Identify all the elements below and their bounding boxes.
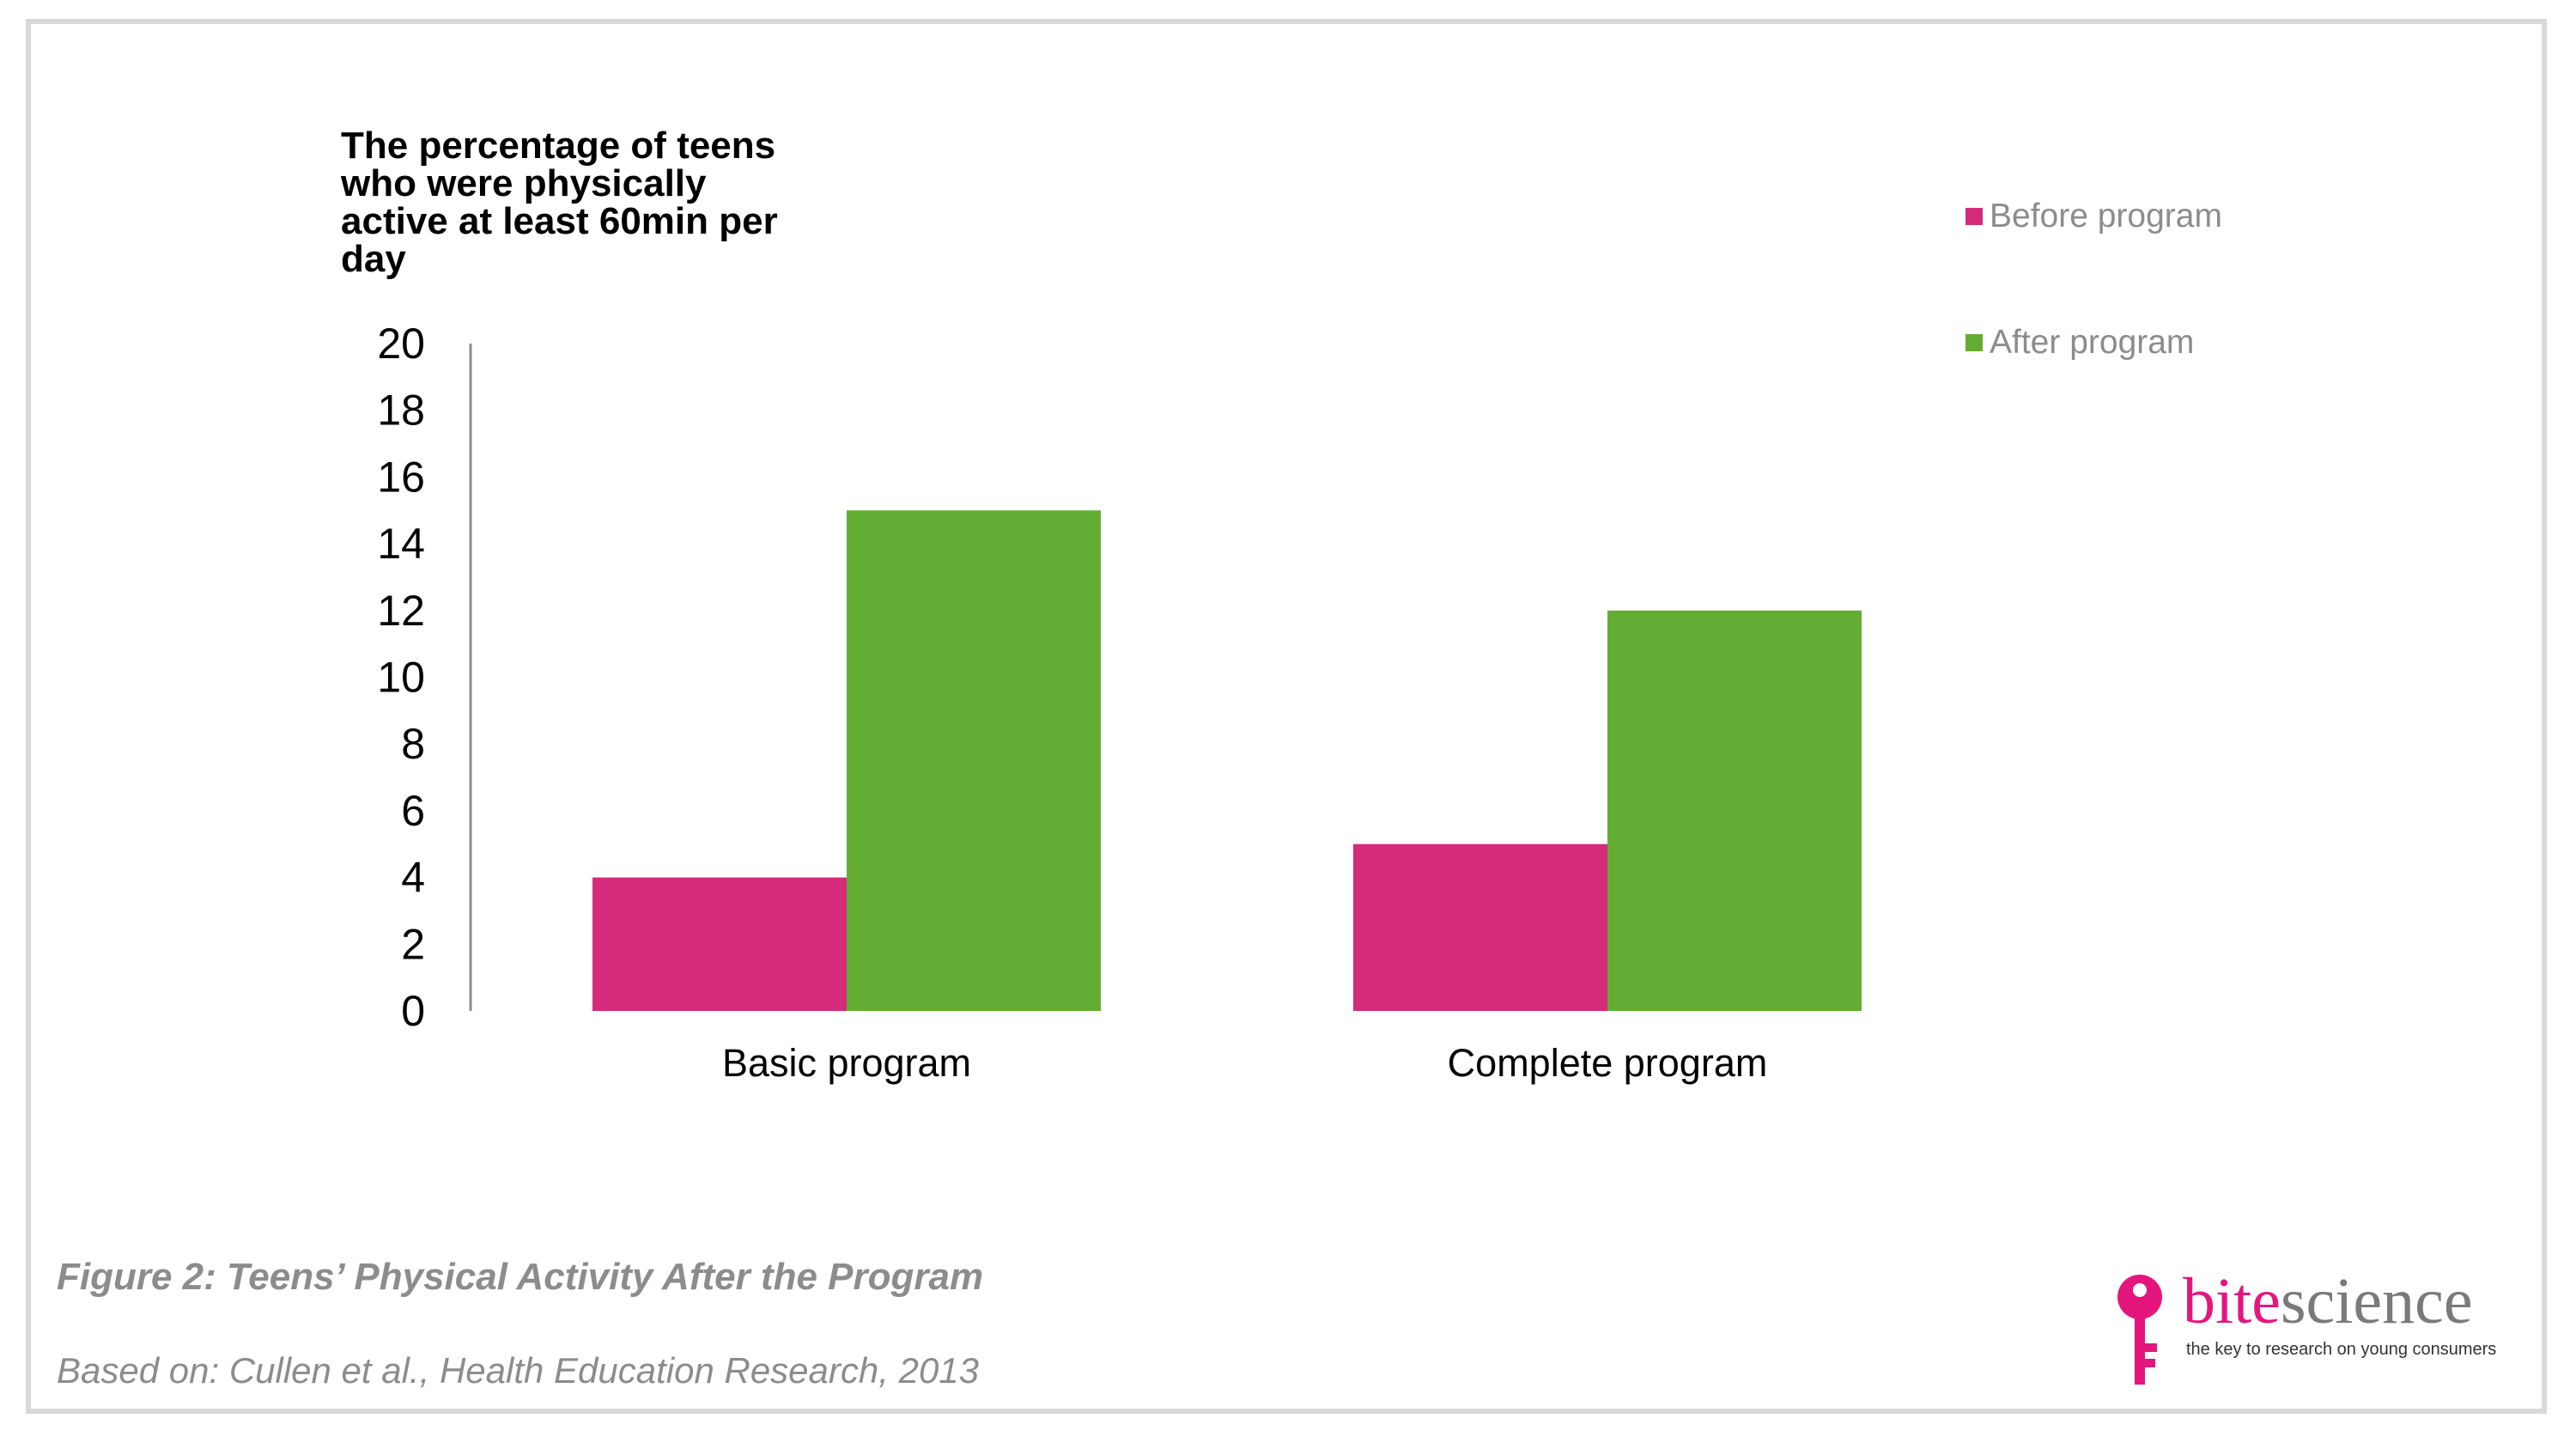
y-tick-label: 18 xyxy=(377,387,425,435)
bar-before-2 xyxy=(1353,843,1607,1011)
y-axis-label: The percentage of teens who were physica… xyxy=(341,125,778,280)
y-tick-label: 16 xyxy=(377,453,425,501)
logo-wordmark-bite: bite xyxy=(2183,1265,2281,1337)
legend-label-after: After program xyxy=(1990,324,2195,361)
figure-frame xyxy=(26,19,2547,1414)
bar-before-1 xyxy=(592,877,847,1011)
logo-wordmark-science: science xyxy=(2280,1265,2473,1337)
figure-caption: Figure 2: Teens’ Physical Activity After… xyxy=(57,1256,984,1298)
x-category-label: Basic program xyxy=(722,1041,971,1085)
key-icon xyxy=(2117,1275,2162,1385)
y-tick-label: 14 xyxy=(377,520,425,568)
logo-tagline: the key to research on young consumers xyxy=(2186,1340,2497,1359)
logo-wordmark: bitescience xyxy=(2183,1264,2473,1339)
y-tick-label: 0 xyxy=(401,987,425,1035)
bitescience-logo: bitescience the key to research on young… xyxy=(2114,1265,2526,1391)
x-category-label: Complete program xyxy=(1448,1041,1768,1085)
legend-swatch-after xyxy=(1965,334,1983,351)
legend-label-before: Before program xyxy=(1990,198,2222,234)
bar-after-1 xyxy=(847,510,1101,1011)
legend-item-after: After program xyxy=(1965,324,2194,362)
y-tick-label: 4 xyxy=(401,854,425,902)
source-citation: Based on: Cullen et al., Health Educatio… xyxy=(57,1350,980,1391)
y-tick-label: 12 xyxy=(377,587,425,635)
bar-after-2 xyxy=(1607,610,1862,1011)
legend-item-before: Before program xyxy=(1965,198,2222,235)
y-tick-label: 20 xyxy=(377,320,425,368)
y-tick-label: 8 xyxy=(401,720,425,768)
y-tick-label: 10 xyxy=(377,654,425,702)
legend-swatch-before xyxy=(1965,208,1983,225)
y-tick-label: 6 xyxy=(401,787,425,835)
y-tick-label: 2 xyxy=(401,920,425,968)
